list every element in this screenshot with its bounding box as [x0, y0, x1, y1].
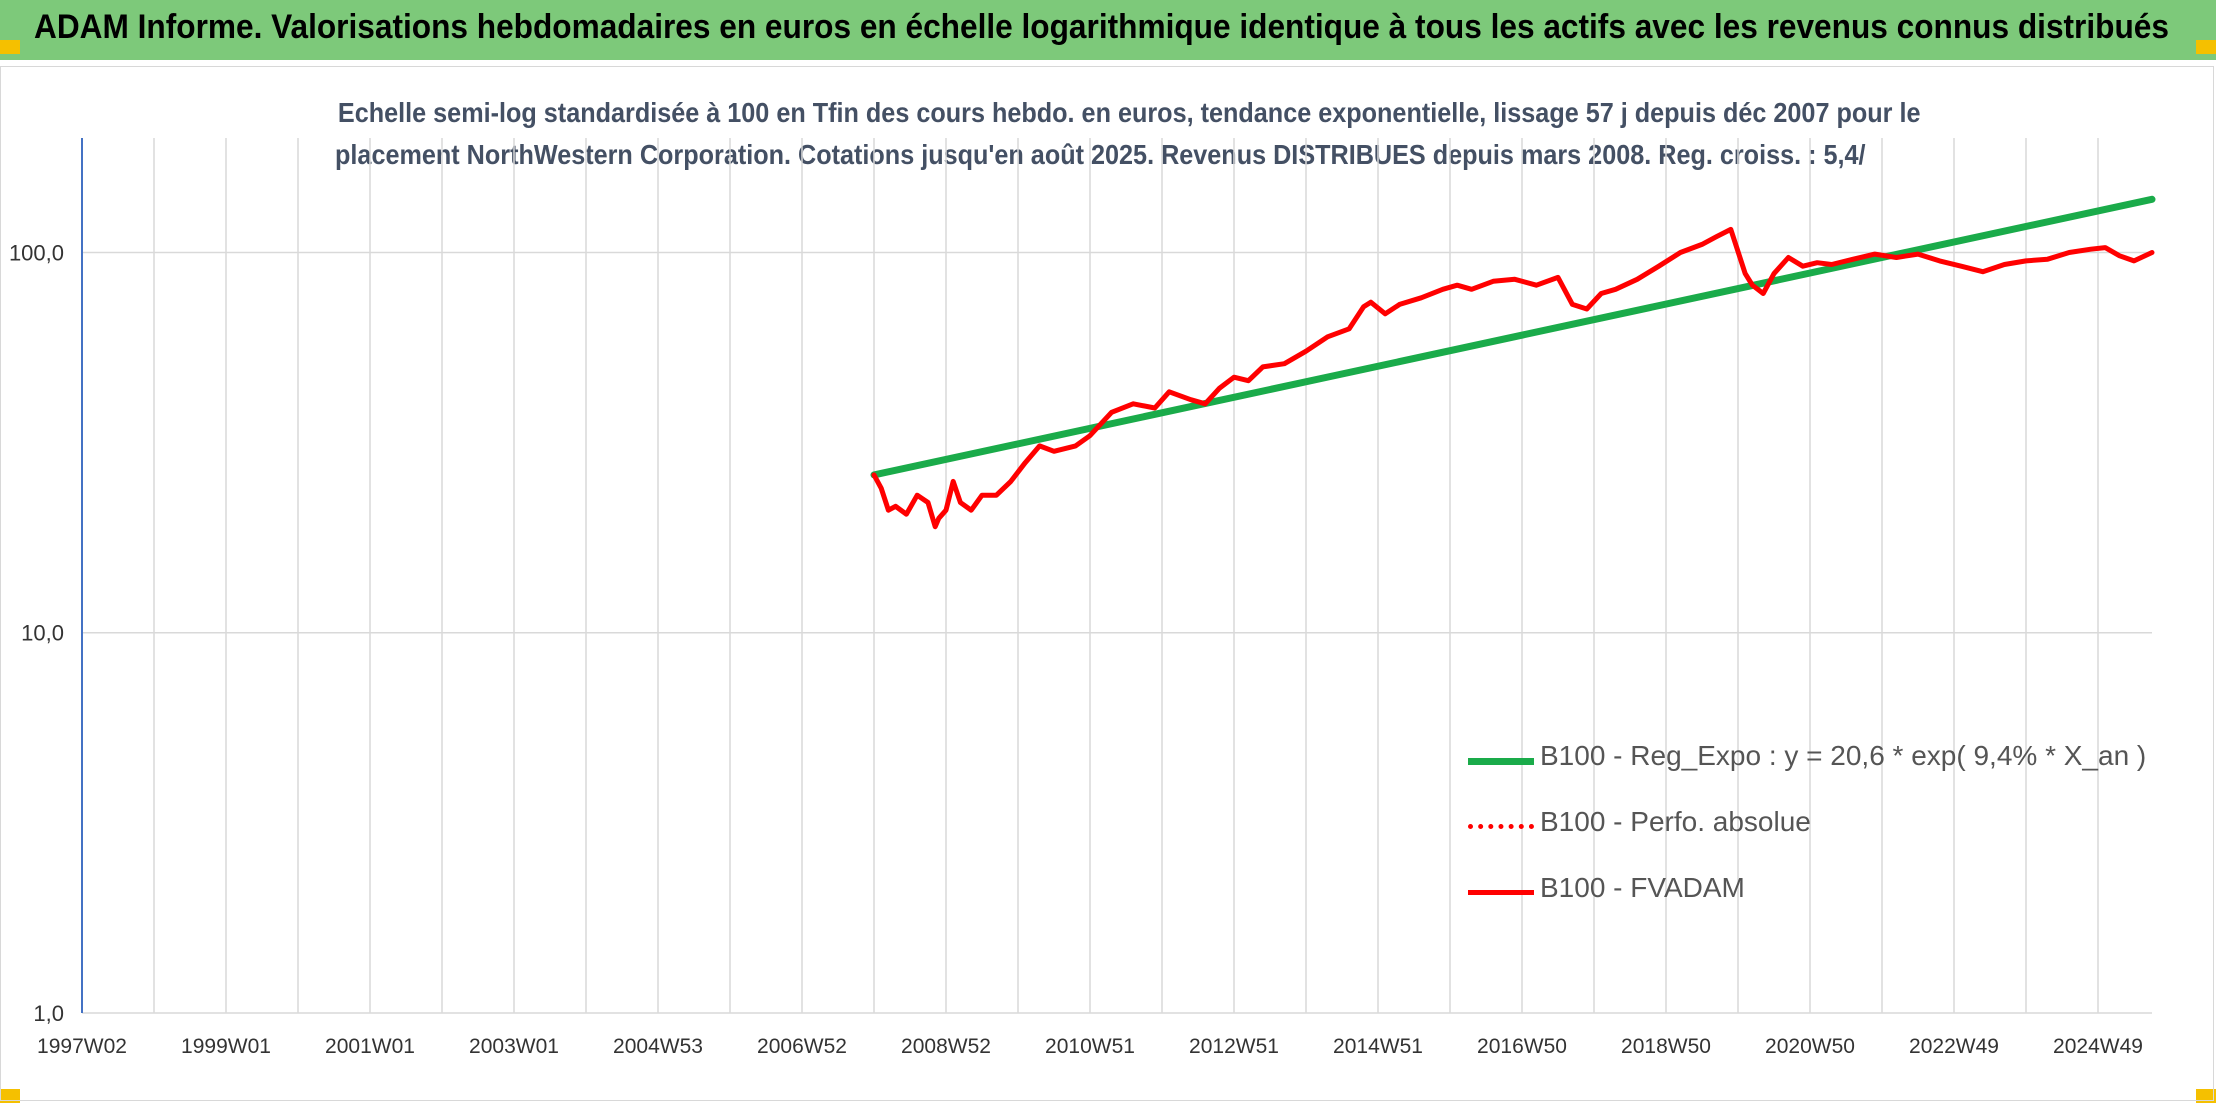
corner-marker	[0, 40, 20, 54]
header-banner: ADAM Informe. Valorisations hebdomadaire…	[0, 0, 2216, 60]
x-tick-label: 2001W01	[325, 1035, 415, 1058]
x-tick-label: 2018W50	[1621, 1035, 1711, 1058]
chart-title-line-1: Echelle semi-log standardisée à 100 en T…	[337, 97, 1921, 128]
legend-label-trend: B100 - Reg_Expo : y = 20,6 * exp( 9,4% *…	[1540, 740, 2147, 771]
y-tick-label: 10,0	[21, 621, 64, 646]
legend-swatch-perfo	[1468, 824, 1534, 829]
legend-swatch-fvadam	[1468, 890, 1534, 895]
x-tick-label: 2024W49	[2053, 1035, 2143, 1058]
corner-marker	[2196, 1089, 2216, 1103]
legend-item-trend: B100 - Reg_Expo : y = 20,6 * exp( 9,4% *…	[1468, 736, 2188, 802]
chart-legend: B100 - Reg_Expo : y = 20,6 * exp( 9,4% *…	[1468, 736, 2188, 934]
report-title: ADAM Informe. Valorisations hebdomadaire…	[34, 8, 2169, 46]
x-tick-label: 2016W50	[1477, 1035, 1567, 1058]
legend-label-perfo: B100 - Perfo. absolue	[1540, 806, 1811, 837]
corner-marker	[2196, 40, 2216, 54]
x-tick-label: 2012W51	[1189, 1035, 1279, 1058]
x-tick-label: 2022W49	[1909, 1035, 1999, 1058]
y-tick-label: 1,0	[33, 1001, 64, 1026]
chart-frame	[0, 66, 2214, 1101]
x-tick-label: 2010W51	[1045, 1035, 1135, 1058]
x-tick-label: 2008W52	[901, 1035, 991, 1058]
legend-item-perfo: B100 - Perfo. absolue	[1468, 802, 2188, 868]
y-tick-label: 100,0	[9, 240, 64, 265]
legend-label-fvadam: B100 - FVADAM	[1540, 872, 1745, 903]
corner-marker	[0, 1089, 20, 1103]
chart-title-line-2: placement NorthWestern Corporation. Cota…	[335, 139, 1866, 170]
x-tick-label: 1997W02	[37, 1035, 127, 1058]
chart-title: Echelle semi-log standardisée à 100 en T…	[250, 92, 1920, 176]
series-line-2	[871, 226, 2155, 530]
legend-item-fvadam: B100 - FVADAM	[1468, 868, 2188, 934]
x-tick-label: 1999W01	[181, 1035, 271, 1058]
x-tick-label: 2003W01	[469, 1035, 559, 1058]
x-tick-label: 2020W50	[1765, 1035, 1855, 1058]
series-line-0	[870, 195, 2156, 479]
x-tick-label: 2006W52	[757, 1035, 847, 1058]
legend-swatch-trend	[1468, 758, 1534, 765]
x-tick-label: 2014W51	[1333, 1035, 1423, 1058]
x-tick-label: 2004W53	[613, 1035, 703, 1058]
